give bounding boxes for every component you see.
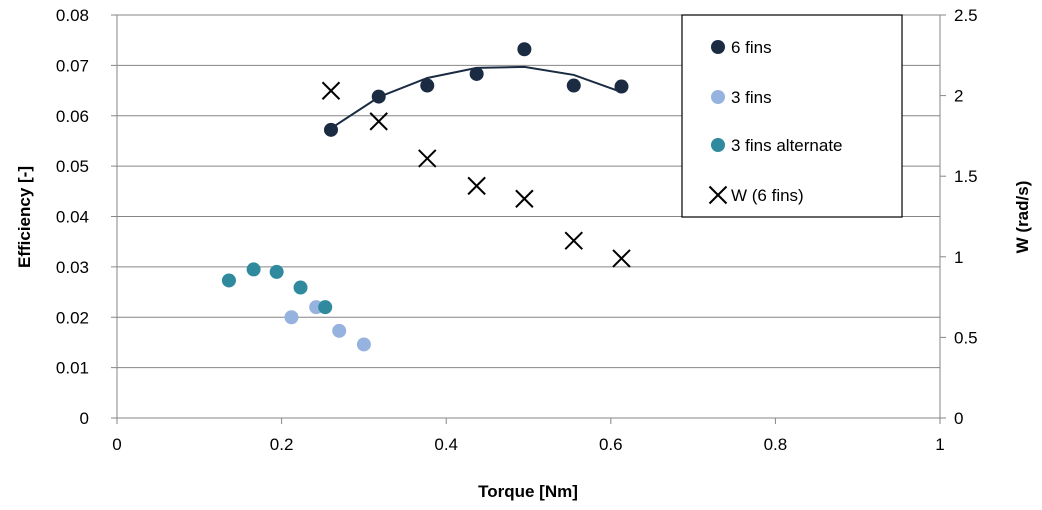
data-point-3-fins-alternate	[318, 300, 333, 315]
y-tick-label: 0.01	[56, 359, 89, 378]
y-tick-label: 0.04	[56, 208, 89, 227]
axes	[111, 14, 946, 424]
data-point-legend-3-fins	[711, 90, 725, 104]
legend-label: 3 fins alternate	[731, 136, 843, 155]
legend-label: 6 fins	[731, 38, 772, 57]
y-tick-label: 0.05	[56, 157, 89, 176]
y2-tick-label: 0.5	[954, 328, 978, 347]
y-axis-title: Efficiency [-]	[15, 166, 34, 268]
data-point-6-fins	[469, 66, 484, 81]
data-point-w-6-fins	[564, 231, 583, 250]
data-point-w-6-fins	[418, 149, 437, 168]
series-3-fins-alternate	[221, 262, 333, 315]
data-point-6-fins	[323, 122, 338, 137]
x-tick-label: 0.4	[434, 435, 458, 454]
data-point-3-fins-alternate	[293, 280, 308, 295]
legend-item-3-fins-alternate: 3 fins alternate	[711, 136, 843, 155]
data-point-6-fins	[517, 42, 532, 57]
legend-item-w-6-fins: W (6 fins)	[708, 185, 804, 205]
legend-label: 3 fins	[731, 88, 772, 107]
data-point-3-fins	[356, 337, 371, 352]
y-tick-label: 0.07	[56, 56, 89, 75]
legend-label: W (6 fins)	[731, 186, 804, 205]
y2-tick-label: 1	[954, 248, 963, 267]
legend-item-6-fins: 6 fins	[711, 38, 772, 57]
y-tick-label: 0.02	[56, 308, 89, 327]
legend-item-3-fins: 3 fins	[711, 88, 772, 107]
x-axis-title: Torque [Nm]	[478, 482, 578, 501]
data-point-w-6-fins	[369, 112, 388, 131]
data-point-legend-3-fins-alternate	[711, 138, 725, 152]
data-marks	[221, 42, 631, 352]
y2-tick-label: 2.5	[954, 6, 978, 25]
y2-tick-label: 1.5	[954, 167, 978, 186]
data-point-3-fins-alternate	[269, 264, 284, 279]
data-point-legend-6-fins	[711, 40, 725, 54]
data-point-w-6-fins	[515, 189, 534, 208]
x-tick-label: 0	[112, 435, 121, 454]
data-point-3-fins	[284, 310, 299, 325]
tick-labels: 0 0.2 0.4 0.6 0.8 100.010.020.030.040.050.060…	[56, 6, 978, 454]
y2-axis-title: W (rad/s)	[1013, 181, 1032, 254]
series-6-fins	[323, 42, 629, 137]
x-tick-label: 0.2	[270, 435, 294, 454]
data-point-w-6-fins	[612, 249, 631, 268]
data-point-3-fins	[332, 323, 347, 338]
x-tick-label: 0.6	[599, 435, 623, 454]
data-point-legend-w-6-fins	[708, 185, 728, 205]
data-point-w-6-fins	[321, 81, 341, 100]
data-point-6-fins	[420, 78, 435, 93]
x-tick-label: 0.8	[764, 435, 788, 454]
data-point-6-fins	[614, 79, 629, 94]
y-tick-label: 0.06	[56, 107, 89, 126]
y-tick-label: 0.03	[56, 258, 89, 277]
y-tick-label: 0.08	[56, 6, 89, 25]
y2-tick-label: 0	[954, 409, 963, 428]
y-tick-label: 0	[80, 409, 89, 428]
data-point-w-6-fins	[467, 176, 486, 196]
data-point-6-fins	[566, 78, 581, 93]
series-w-6-fins	[321, 81, 631, 268]
data-point-6-fins	[371, 89, 386, 104]
x-tick-label: 1	[935, 435, 944, 454]
legend: 6 fins 3 fins 3 fins alternate W (6 fins)	[681, 14, 903, 218]
data-point-3-fins-alternate	[246, 262, 261, 277]
y2-tick-label: 2	[954, 87, 963, 106]
data-point-3-fins-alternate	[221, 273, 236, 288]
